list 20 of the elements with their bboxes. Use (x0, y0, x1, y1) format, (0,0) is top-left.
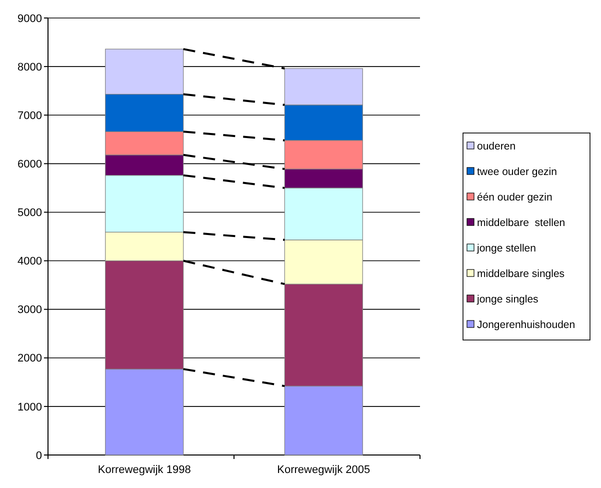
legend-label: één ouder gezin (477, 192, 552, 204)
y-tick-label: 0 (36, 450, 42, 462)
legend-label: jonge singles (476, 294, 538, 306)
legend-label: middelbare singles (477, 268, 565, 280)
legend-label: Jongerenhuishouden (477, 319, 576, 332)
y-tick-label: 7000 (18, 110, 42, 122)
y-tick-label: 2000 (18, 352, 42, 365)
legend-label: middelbare stellen (477, 217, 566, 230)
x-tick-label: Korrewegwijk 1998 (98, 464, 191, 476)
legend-label: jonge stellen (476, 242, 536, 255)
x-tick-label: Korrewegwijk 2005 (277, 464, 370, 476)
y-tick-label: 1000 (18, 401, 42, 414)
y-tick-label: 8000 (18, 61, 42, 74)
legend-label: ouderen (477, 140, 516, 153)
y-tick-label: 5000 (18, 207, 42, 220)
legend-label: twee ouder gezin (477, 166, 558, 178)
y-tick-label: 3000 (18, 304, 42, 316)
y-tick-label: 6000 (18, 158, 42, 171)
y-tick-label: 9000 (18, 12, 42, 25)
y-tick-label: 4000 (18, 256, 42, 268)
